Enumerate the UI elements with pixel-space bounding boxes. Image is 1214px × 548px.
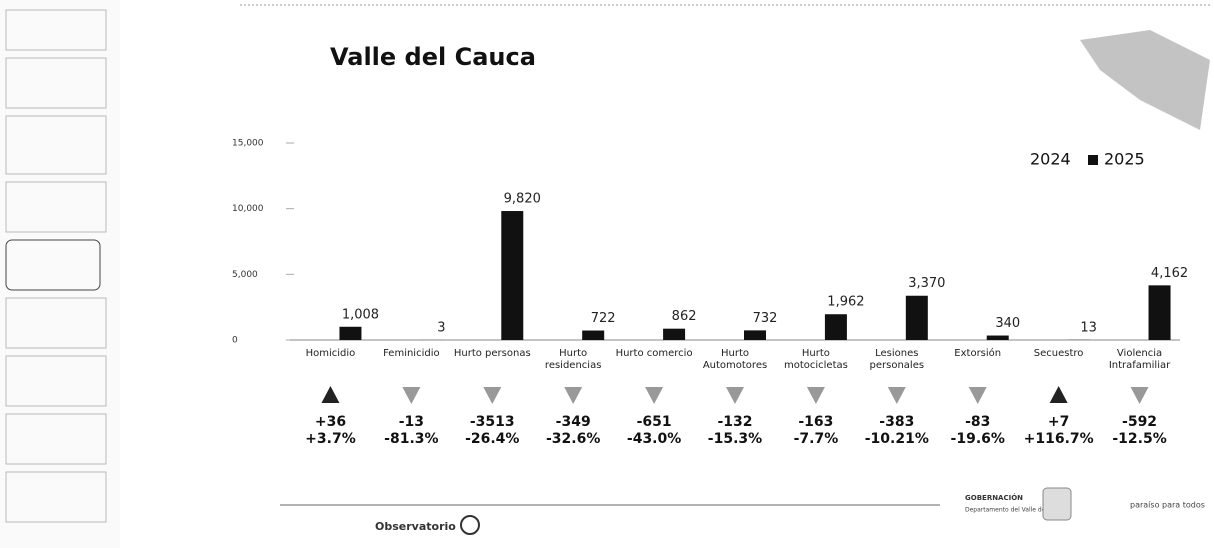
legend-swatch	[1088, 155, 1098, 165]
change-arrow	[564, 387, 582, 404]
data-label: 732	[753, 311, 778, 326]
change-arrow	[807, 387, 825, 404]
coat-of-arms	[1043, 488, 1071, 520]
logo-icon	[461, 516, 479, 534]
data-label: 4,162	[1151, 266, 1188, 281]
x-tick-label: Secuestro	[1019, 348, 1099, 360]
x-tick-label: Hurto residencias	[533, 348, 613, 372]
change-percent: +3.7%	[305, 431, 356, 447]
data-label: 722	[591, 311, 616, 326]
change-delta: +36	[315, 414, 346, 430]
x-tick-label: Feminicidio	[371, 348, 451, 360]
x-tick-label: Hurto personas	[452, 348, 532, 360]
x-tick-label: Violencia Intrafamiliar	[1100, 348, 1180, 372]
change-percent: -32.6%	[546, 431, 600, 447]
change-arrow	[1131, 387, 1149, 404]
data-label: 862	[672, 309, 697, 324]
change-percent: -19.6%	[951, 431, 1005, 447]
change-delta: +7	[1048, 414, 1069, 430]
bar	[582, 331, 604, 340]
change-arrow	[402, 387, 420, 404]
bar	[987, 336, 1009, 340]
data-label: 9,820	[504, 192, 541, 207]
change-arrow	[1050, 386, 1068, 403]
footer-gobernacion: GOBERNACIÓN	[965, 493, 1023, 502]
bar	[1149, 285, 1171, 340]
change-delta: -592	[1122, 414, 1157, 430]
y-tick-label: 10,000	[232, 204, 264, 214]
y-tick-label: 0	[232, 336, 238, 346]
screen: Valle del Cauca 2024 2025 Observatorio G…	[0, 0, 1214, 548]
x-tick-label: Extorsión	[938, 348, 1018, 360]
change-delta: -13	[399, 414, 424, 430]
bar	[663, 329, 685, 340]
change-percent: -81.3%	[384, 431, 438, 447]
change-percent: -15.3%	[708, 431, 762, 447]
y-tick-label: 15,000	[232, 139, 264, 149]
bar	[744, 330, 766, 340]
data-label: 3,370	[908, 276, 945, 291]
change-delta: -349	[556, 414, 591, 430]
x-tick-label: Hurto Automotores	[695, 348, 775, 372]
change-arrow	[726, 387, 744, 404]
change-delta: -383	[879, 414, 914, 430]
change-delta: -651	[637, 414, 672, 430]
change-arrow	[888, 387, 906, 404]
change-delta: -83	[965, 414, 990, 430]
footer-logo: Observatorio	[375, 520, 456, 533]
data-label: 1,962	[827, 295, 864, 310]
change-delta: -163	[798, 414, 833, 430]
change-delta: -3513	[470, 414, 515, 430]
legend-label: 2024	[1030, 150, 1071, 169]
change-percent: +116.7%	[1024, 431, 1094, 447]
footer-paraiso: paraíso para todos	[1130, 501, 1205, 510]
bar	[339, 327, 361, 340]
data-label: 1,008	[342, 307, 379, 322]
change-arrow	[645, 387, 663, 404]
decoration	[1080, 30, 1210, 130]
slide: Valle del Cauca 2024 2025 Observatorio G…	[0, 0, 1214, 548]
y-tick-label: 5,000	[232, 270, 258, 280]
change-delta: -132	[717, 414, 752, 430]
change-percent: -10.21%	[865, 431, 929, 447]
data-label: 3	[437, 320, 445, 335]
data-label: 340	[995, 316, 1020, 331]
change-percent: -43.0%	[627, 431, 681, 447]
thumbnail-panel	[0, 0, 120, 548]
data-label: 13	[1080, 320, 1097, 335]
x-tick-label: Hurto comercio	[614, 348, 694, 360]
change-arrow	[321, 386, 339, 403]
chart-title: Valle del Cauca	[330, 43, 536, 71]
x-tick-label: Hurto motocicletas	[776, 348, 856, 372]
bar	[906, 296, 928, 340]
change-percent: -12.5%	[1112, 431, 1166, 447]
x-tick-label: Homicidio	[290, 348, 370, 360]
change-arrow	[969, 387, 987, 404]
x-tick-label: Lesiones personales	[857, 348, 937, 372]
bar	[501, 211, 523, 340]
change-arrow	[483, 387, 501, 404]
change-percent: -26.4%	[465, 431, 519, 447]
change-percent: -7.7%	[794, 431, 839, 447]
bar	[825, 314, 847, 340]
legend-label: 2025	[1104, 150, 1145, 169]
